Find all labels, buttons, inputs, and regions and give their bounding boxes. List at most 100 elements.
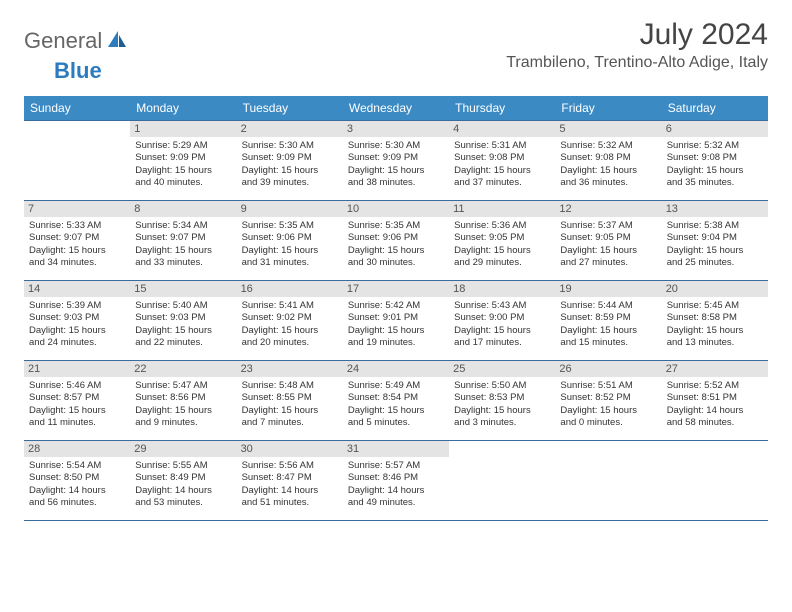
day-details: Sunrise: 5:57 AMSunset: 8:46 PMDaylight:… — [348, 460, 444, 509]
day-number: 9 — [237, 201, 343, 217]
calendar-cell — [449, 441, 555, 521]
day-header: Tuesday — [237, 96, 343, 121]
sunset-text: Sunset: 9:00 PM — [454, 312, 550, 324]
daylight-text: Daylight: 15 hours — [454, 245, 550, 257]
sunrise-text: Sunrise: 5:41 AM — [242, 300, 338, 312]
daylight-text: and 0 minutes. — [560, 417, 656, 429]
daylight-text: Daylight: 15 hours — [560, 245, 656, 257]
daylight-text: and 9 minutes. — [135, 417, 231, 429]
sunrise-text: Sunrise: 5:39 AM — [29, 300, 125, 312]
sunrise-text: Sunrise: 5:32 AM — [560, 140, 656, 152]
sunrise-text: Sunrise: 5:56 AM — [242, 460, 338, 472]
daylight-text: Daylight: 15 hours — [242, 325, 338, 337]
daylight-text: Daylight: 14 hours — [667, 405, 763, 417]
sunrise-text: Sunrise: 5:36 AM — [454, 220, 550, 232]
calendar-row: 1Sunrise: 5:29 AMSunset: 9:09 PMDaylight… — [24, 121, 768, 201]
calendar-cell: 17Sunrise: 5:42 AMSunset: 9:01 PMDayligh… — [343, 281, 449, 361]
sunset-text: Sunset: 9:08 PM — [667, 152, 763, 164]
calendar-cell — [662, 441, 768, 521]
sunset-text: Sunset: 8:58 PM — [667, 312, 763, 324]
calendar-cell: 15Sunrise: 5:40 AMSunset: 9:03 PMDayligh… — [130, 281, 236, 361]
calendar-cell: 20Sunrise: 5:45 AMSunset: 8:58 PMDayligh… — [662, 281, 768, 361]
daylight-text: Daylight: 15 hours — [135, 325, 231, 337]
day-number: 15 — [130, 281, 236, 297]
logo-sail-icon — [106, 29, 128, 54]
day-number: 2 — [237, 121, 343, 137]
daylight-text: and 11 minutes. — [29, 417, 125, 429]
day-details: Sunrise: 5:33 AMSunset: 9:07 PMDaylight:… — [29, 220, 125, 269]
calendar-cell: 13Sunrise: 5:38 AMSunset: 9:04 PMDayligh… — [662, 201, 768, 281]
daylight-text: and 36 minutes. — [560, 177, 656, 189]
sunrise-text: Sunrise: 5:44 AM — [560, 300, 656, 312]
day-header: Sunday — [24, 96, 130, 121]
calendar-cell: 25Sunrise: 5:50 AMSunset: 8:53 PMDayligh… — [449, 361, 555, 441]
calendar-cell: 28 Sunrise: 5:54 AMSunset: 8:50 PMDayligh… — [24, 441, 130, 521]
daylight-text: Daylight: 15 hours — [135, 405, 231, 417]
day-details: Sunrise: 5:51 AMSunset: 8:52 PMDaylight:… — [560, 380, 656, 429]
sunrise-text: Sunrise: 5:34 AM — [135, 220, 231, 232]
daylight-text: and 20 minutes. — [242, 337, 338, 349]
daylight-text: Daylight: 15 hours — [242, 405, 338, 417]
calendar-cell: 16Sunrise: 5:41 AMSunset: 9:02 PMDayligh… — [237, 281, 343, 361]
sunrise-text: Sunrise: 5:47 AM — [135, 380, 231, 392]
day-number: 20 — [662, 281, 768, 297]
day-number: 27 — [662, 361, 768, 377]
calendar-cell: 11Sunrise: 5:36 AMSunset: 9:05 PMDayligh… — [449, 201, 555, 281]
day-number: 28 — [24, 441, 130, 457]
sunrise-text: Sunrise: 5:52 AM — [667, 380, 763, 392]
day-details: Sunrise: 5:32 AMSunset: 9:08 PMDaylight:… — [560, 140, 656, 189]
sunset-text: Sunset: 8:56 PM — [135, 392, 231, 404]
sunset-text: Sunset: 8:55 PM — [242, 392, 338, 404]
day-number: 24 — [343, 361, 449, 377]
sunset-text: Sunset: 9:03 PM — [29, 312, 125, 324]
day-number: 25 — [449, 361, 555, 377]
sunset-text: Sunset: 9:06 PM — [242, 232, 338, 244]
sunset-text: Sunset: 9:07 PM — [29, 232, 125, 244]
sunrise-text: Sunrise: 5:50 AM — [454, 380, 550, 392]
sunset-text: Sunset: 9:08 PM — [454, 152, 550, 164]
day-details: Sunrise: 5:52 AMSunset: 8:51 PMDaylight:… — [667, 380, 763, 429]
day-number: 19 — [555, 281, 661, 297]
calendar-cell: 31Sunrise: 5:57 AMSunset: 8:46 PMDayligh… — [343, 441, 449, 521]
location: Trambileno, Trentino-Alto Adige, Italy — [506, 54, 768, 72]
sunset-text: Sunset: 8:53 PM — [454, 392, 550, 404]
daylight-text: Daylight: 14 hours — [29, 485, 125, 497]
calendar-cell: 7Sunrise: 5:33 AMSunset: 9:07 PMDaylight… — [24, 201, 130, 281]
calendar-cell: 21Sunrise: 5:46 AMSunset: 8:57 PMDayligh… — [24, 361, 130, 441]
calendar-cell — [555, 441, 661, 521]
month-title: July 2024 — [506, 18, 768, 52]
daylight-text: Daylight: 15 hours — [29, 325, 125, 337]
sunrise-text: Sunrise: 5:54 AM — [29, 460, 125, 472]
day-details: Sunrise: 5:43 AMSunset: 9:00 PMDaylight:… — [454, 300, 550, 349]
day-details: Sunrise: 5:47 AMSunset: 8:56 PMDaylight:… — [135, 380, 231, 429]
sunrise-text: Sunrise: 5:48 AM — [242, 380, 338, 392]
daylight-text: and 49 minutes. — [348, 497, 444, 509]
calendar-cell: 14 Sunrise: 5:39 AMSunset: 9:03 PMDayligh… — [24, 281, 130, 361]
sunrise-text: Sunrise: 5:31 AM — [454, 140, 550, 152]
day-details: Sunrise: 5:56 AMSunset: 8:47 PMDaylight:… — [242, 460, 338, 509]
daylight-text: and 24 minutes. — [29, 337, 125, 349]
daylight-text: and 30 minutes. — [348, 257, 444, 269]
sunset-text: Sunset: 9:09 PM — [348, 152, 444, 164]
day-details: Sunrise: 5:29 AMSunset: 9:09 PMDaylight:… — [135, 140, 231, 189]
sunrise-text: Sunrise: 5:55 AM — [135, 460, 231, 472]
day-number: 14 — [24, 281, 130, 297]
sunrise-text: Sunrise: 5:37 AM — [560, 220, 656, 232]
day-number: 12 — [555, 201, 661, 217]
day-number: 21 — [24, 361, 130, 377]
sunset-text: Sunset: 9:03 PM — [135, 312, 231, 324]
day-number: 3 — [343, 121, 449, 137]
calendar-cell: 10Sunrise: 5:35 AMSunset: 9:06 PMDayligh… — [343, 201, 449, 281]
day-details: Sunrise: 5:44 AMSunset: 8:59 PMDaylight:… — [560, 300, 656, 349]
daylight-text: and 5 minutes. — [348, 417, 444, 429]
sunrise-text: Sunrise: 5:29 AM — [135, 140, 231, 152]
sunset-text: Sunset: 9:09 PM — [242, 152, 338, 164]
daylight-text: Daylight: 15 hours — [560, 325, 656, 337]
day-number: 29 — [130, 441, 236, 457]
day-number: 5 — [555, 121, 661, 137]
day-details: Sunrise: 5:37 AMSunset: 9:05 PMDaylight:… — [560, 220, 656, 269]
sunset-text: Sunset: 8:47 PM — [242, 472, 338, 484]
sunrise-text: Sunrise: 5:46 AM — [29, 380, 125, 392]
sunset-text: Sunset: 8:50 PM — [29, 472, 125, 484]
daylight-text: and 19 minutes. — [348, 337, 444, 349]
